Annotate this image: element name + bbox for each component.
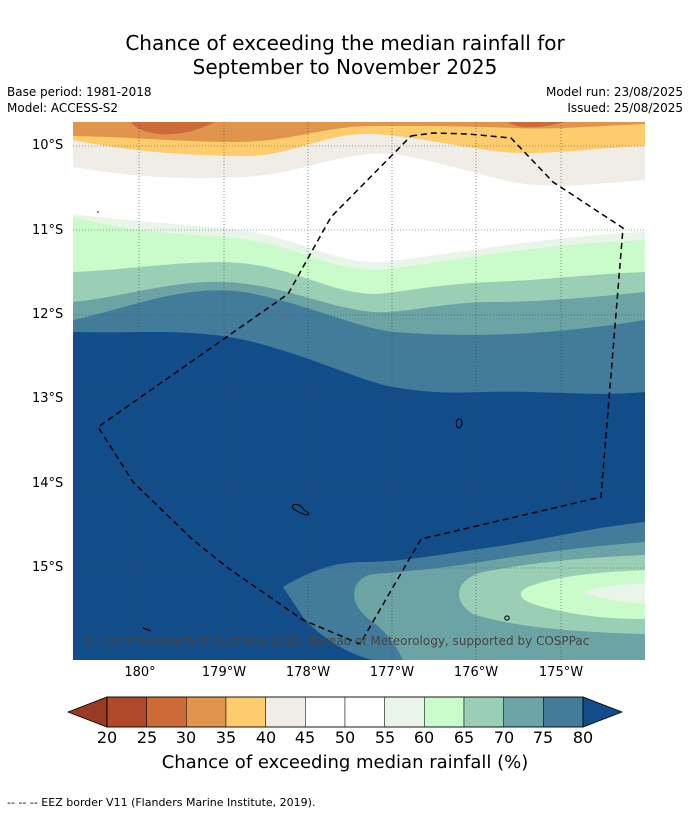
cb-tick-80: 80 bbox=[572, 728, 594, 747]
colorbar-under-arrow bbox=[66, 696, 108, 728]
colorbar-over-arrow bbox=[582, 696, 624, 728]
meta-left: Base period: 1981-2018 Model: ACCESS-S2 bbox=[7, 84, 152, 116]
base-period: Base period: 1981-2018 bbox=[7, 85, 152, 99]
lat-label-11s: 11°S bbox=[32, 223, 64, 238]
issued-date: Issued: 25/08/2025 bbox=[567, 101, 683, 115]
colorbar-cell bbox=[225, 696, 266, 728]
colorbar-cell bbox=[384, 696, 425, 728]
colorbar-cell bbox=[344, 696, 385, 728]
island-3 bbox=[504, 615, 510, 621]
cb-tick-20: 20 bbox=[96, 728, 118, 747]
cb-tick-40: 40 bbox=[255, 728, 277, 747]
colorbar-cell bbox=[186, 696, 227, 728]
island-5 bbox=[97, 211, 99, 213]
meta-right: Model run: 23/08/2025 Issued: 25/08/2025 bbox=[546, 84, 683, 116]
cb-tick-60: 60 bbox=[413, 728, 435, 747]
title-line-1: Chance of exceeding the median rainfall … bbox=[125, 31, 565, 55]
colorbar-cell bbox=[106, 696, 147, 728]
band-se-55 bbox=[583, 584, 645, 604]
colorbar-outline bbox=[106, 696, 584, 728]
lon-label-178w: 178°W bbox=[285, 665, 331, 680]
cb-tick-35: 35 bbox=[215, 728, 237, 747]
island-2 bbox=[291, 503, 310, 516]
lon-label-179w: 179°W bbox=[201, 665, 247, 680]
band-se-60 bbox=[520, 570, 645, 619]
colorbar-cell bbox=[305, 696, 346, 728]
island-4 bbox=[142, 627, 152, 632]
cb-tick-25: 25 bbox=[136, 728, 158, 747]
lat-label-12s: 12°S bbox=[32, 307, 64, 322]
colorbar-label: Chance of exceeding median rainfall (%) bbox=[161, 752, 529, 773]
cb-tick-50: 50 bbox=[334, 728, 356, 747]
colorbar-cell bbox=[265, 696, 306, 728]
lon-label-175w: 175°W bbox=[538, 665, 584, 680]
cb-tick-45: 45 bbox=[294, 728, 316, 747]
model-run: Model run: 23/08/2025 bbox=[545, 85, 683, 99]
cb-tick-75: 75 bbox=[532, 728, 554, 747]
band-25-30 bbox=[131, 122, 215, 135]
model-name: Model: ACCESS-S2 bbox=[7, 101, 119, 115]
colorbar-cell bbox=[146, 696, 187, 728]
lat-label-14s: 14°S bbox=[32, 476, 64, 491]
band-25-30-right bbox=[508, 122, 563, 128]
title-line-2: September to November 2025 bbox=[192, 55, 498, 79]
cb-tick-70: 70 bbox=[493, 728, 515, 747]
island-1 bbox=[455, 418, 463, 429]
copyright-notice: © Commonwealth of Australia 2025, Bureau… bbox=[84, 634, 590, 648]
map-title: Chance of exceeding the median rainfall … bbox=[0, 31, 690, 79]
cb-tick-55: 55 bbox=[374, 728, 396, 747]
lat-label-10s: 10°S bbox=[32, 138, 64, 153]
lat-label-13s: 13°S bbox=[32, 391, 64, 406]
lat-label-15s: 15°S bbox=[32, 560, 64, 575]
colorbar-cell bbox=[503, 696, 544, 728]
colorbar bbox=[0, 690, 690, 735]
colorbar-cell bbox=[463, 696, 504, 728]
colorbar-cell bbox=[543, 696, 584, 728]
cb-tick-30: 30 bbox=[175, 728, 197, 747]
graticule bbox=[73, 122, 645, 660]
lon-label-176w: 176°W bbox=[453, 665, 499, 680]
eez-legend-note: -- -- -- EEZ border V11 (Flanders Marine… bbox=[7, 796, 316, 809]
cb-tick-65: 65 bbox=[453, 728, 475, 747]
band-30-35 bbox=[73, 122, 645, 142]
rainfall-map bbox=[73, 122, 645, 660]
lon-label-180: 180° bbox=[124, 665, 156, 680]
colorbar-cell bbox=[424, 696, 465, 728]
eez-border bbox=[96, 132, 624, 645]
lon-label-177w: 177°W bbox=[369, 665, 415, 680]
